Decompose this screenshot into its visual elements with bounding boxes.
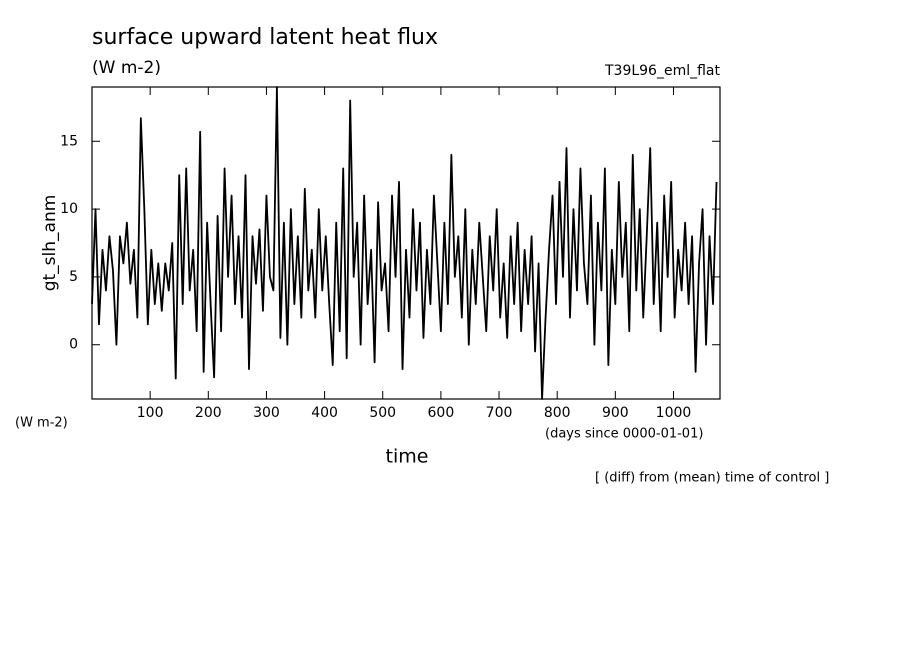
note: [ (diff) from (mean) time of control ]	[595, 471, 829, 486]
x-tick-label: 600	[428, 405, 455, 421]
plot-frame	[91, 86, 721, 400]
x-tick-label: 200	[195, 405, 222, 421]
y-tick-label: 0	[69, 337, 78, 353]
x-tick-label: 400	[311, 405, 338, 421]
y-tick-label: 10	[60, 201, 78, 217]
chart-title: surface upward latent heat flux	[92, 25, 438, 50]
x-tick-label: 1000	[656, 405, 692, 421]
subtitle: (W m-2)	[92, 58, 161, 78]
data-line	[91, 86, 718, 400]
x-units: (days since 0000-01-01)	[545, 427, 703, 442]
x-tick-label: 700	[486, 405, 513, 421]
x-tick-label: 900	[602, 405, 629, 421]
y-units: (W m-2)	[15, 416, 68, 431]
x-tick-label: 300	[253, 405, 280, 421]
y-tick-label: 15	[60, 133, 78, 149]
y-axis-label: gt_slh_anm	[40, 195, 60, 292]
x-tick-label: 500	[369, 405, 396, 421]
run-label: T39L96_eml_flat	[604, 63, 721, 79]
x-tick-label: 800	[544, 405, 571, 421]
x-tick-label: 100	[137, 405, 164, 421]
y-tick-label: 5	[69, 269, 78, 285]
x-axis-label: time	[386, 446, 429, 468]
